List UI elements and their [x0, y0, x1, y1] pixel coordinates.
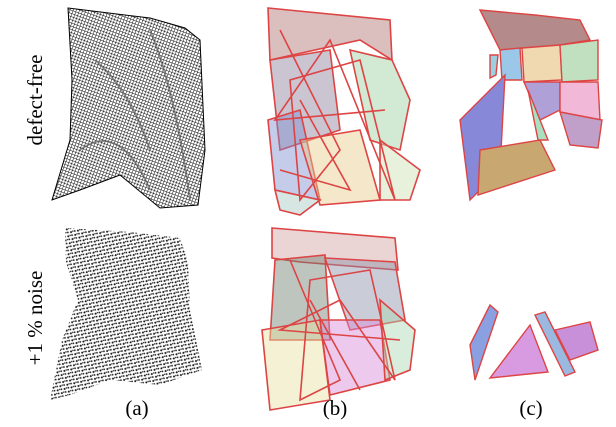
noisy-cloud: [50, 228, 202, 400]
row-label: +1 % noise: [23, 271, 47, 366]
mesh-cloud: [52, 8, 205, 208]
column-label: (c): [519, 396, 542, 420]
segments: [470, 305, 598, 380]
primitive-fit: [262, 228, 415, 410]
figure: defect-free +1 % noise: [0, 0, 616, 427]
primitive-fit: [268, 8, 420, 215]
column-label: (a): [125, 396, 148, 420]
column-label: (b): [323, 396, 348, 420]
segments: [460, 10, 602, 200]
row-label: defect-free: [23, 55, 47, 146]
